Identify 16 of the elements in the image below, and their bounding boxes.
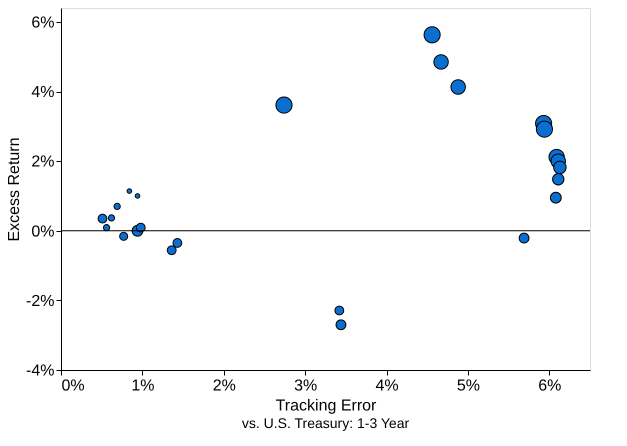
y-tick-label: 6% [31,14,54,32]
y-tick-label: -4% [26,362,54,380]
x-tick-label: 6% [538,378,562,394]
x-tick-label: 3% [294,378,318,394]
y-tick-label: 0% [31,223,54,240]
x-tick-label: 1% [131,378,154,394]
y-axis-title: Excess Return [6,137,24,242]
y-tick-label: 2% [31,154,54,171]
y-tick-label: 4% [31,84,54,102]
x-axis-title: Tracking Error [276,398,378,414]
x-tick-label: 0% [62,378,85,394]
text: vs. U.S. Treasury: 1-3 Year [242,415,410,431]
y-tick-label: -2% [26,292,54,310]
x-tick-label: 5% [456,378,480,394]
x-tick-label: 4% [375,378,399,394]
x-tick-label: 2% [212,378,236,394]
